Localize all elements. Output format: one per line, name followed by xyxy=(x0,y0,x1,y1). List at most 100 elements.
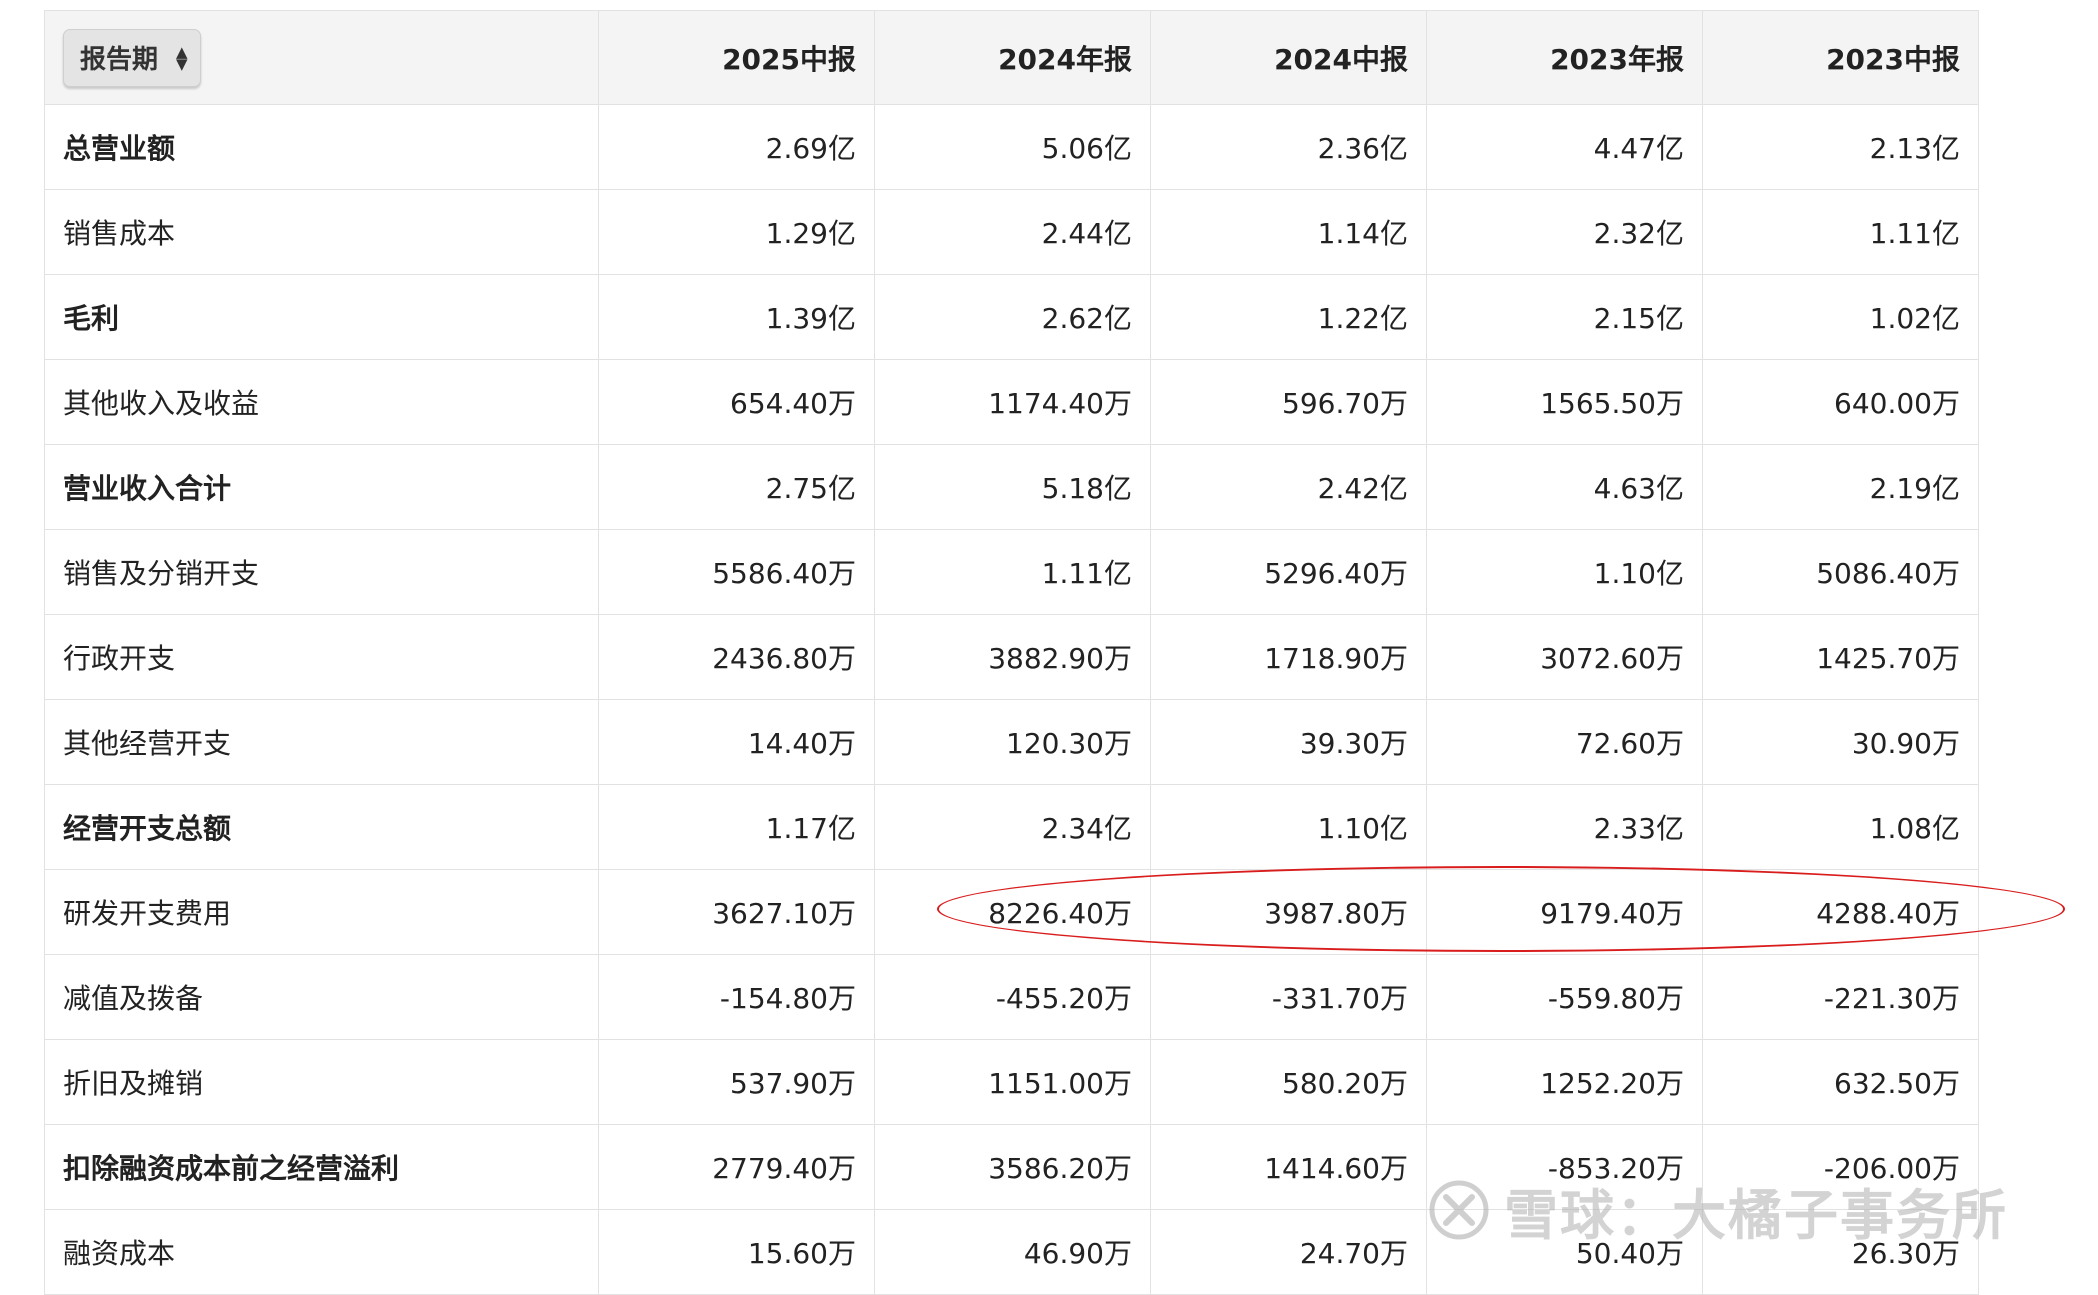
value-cell: 14.40万 xyxy=(598,699,875,785)
value-cell: 2.75亿 xyxy=(598,444,875,530)
value-cell: 50.40万 xyxy=(1426,1209,1703,1295)
value-cell: 24.70万 xyxy=(1150,1209,1427,1295)
table-body: 总营业额 2.69亿 5.06亿 2.36亿 4.47亿 2.13亿 销售成本 1.29亿 2.… xyxy=(44,104,1979,1295)
value-cell: 46.90万 xyxy=(874,1209,1151,1295)
row-label: 毛利 xyxy=(44,274,599,360)
value-cell: 9179.40万 xyxy=(1426,869,1703,955)
value-cell: 2.33亿 xyxy=(1426,784,1703,870)
table-row: 扣除融资成本前之经营溢利 2779.40万 3586.20万 1414.60万 -853… xyxy=(44,1124,1979,1210)
value-cell: 5086.40万 xyxy=(1702,529,1979,615)
value-cell: 1174.40万 xyxy=(874,359,1151,445)
income-statement-table: 报告期 ▲ ▼ 2025中报 2024年报 2024中报 2023年报 2023中… xyxy=(44,10,1979,1295)
table-row: 减值及拨备 -154.80万 -455.20万 -331.70万 -559.80万 -22… xyxy=(44,954,1979,1040)
sort-updown-icon: ▲ ▼ xyxy=(176,42,188,73)
table-row: 其他收入及收益 654.40万 1174.40万 596.70万 1565.50万 640… xyxy=(44,359,1979,445)
row-label: 营业收入合计 xyxy=(44,444,599,530)
value-cell: 1414.60万 xyxy=(1150,1124,1427,1210)
value-cell: 1.10亿 xyxy=(1426,529,1703,615)
financial-table-container: 报告期 ▲ ▼ 2025中报 2024年报 2024中报 2023年报 2023中… xyxy=(44,10,1979,1295)
column-header: 2025中报 xyxy=(598,10,875,105)
report-period-label: 报告期 xyxy=(80,45,159,75)
table-row: 融资成本 15.60万 46.90万 24.70万 50.40万 26.30万 xyxy=(44,1209,1979,1295)
value-cell: -154.80万 xyxy=(598,954,875,1040)
value-cell: 4.47亿 xyxy=(1426,104,1703,190)
table-row: 其他经营开支 14.40万 120.30万 39.30万 72.60万 30.90万 xyxy=(44,699,1979,785)
value-cell: 8226.40万 xyxy=(874,869,1151,955)
value-cell: 2.69亿 xyxy=(598,104,875,190)
row-label: 减值及拨备 xyxy=(44,954,599,1040)
value-cell: 2.15亿 xyxy=(1426,274,1703,360)
value-cell: 5586.40万 xyxy=(598,529,875,615)
report-period-select[interactable]: 报告期 ▲ ▼ xyxy=(63,28,201,87)
value-cell: 2.32亿 xyxy=(1426,189,1703,275)
value-cell: 5.18亿 xyxy=(874,444,1151,530)
value-cell: 1151.00万 xyxy=(874,1039,1151,1125)
row-label: 折旧及摊销 xyxy=(44,1039,599,1125)
row-label: 总营业额 xyxy=(44,104,599,190)
value-cell: 1.11亿 xyxy=(1702,189,1979,275)
table-row: 营业收入合计 2.75亿 5.18亿 2.42亿 4.63亿 2.19亿 xyxy=(44,444,1979,530)
value-cell: 1252.20万 xyxy=(1426,1039,1703,1125)
value-cell: 1.22亿 xyxy=(1150,274,1427,360)
column-header: 2023中报 xyxy=(1702,10,1979,105)
table-row: 销售成本 1.29亿 2.44亿 1.14亿 2.32亿 1.11亿 xyxy=(44,189,1979,275)
value-cell: 580.20万 xyxy=(1150,1039,1427,1125)
row-label: 研发开支费用 xyxy=(44,869,599,955)
value-cell: 1565.50万 xyxy=(1426,359,1703,445)
value-cell: -559.80万 xyxy=(1426,954,1703,1040)
value-cell: 1425.70万 xyxy=(1702,614,1979,700)
value-cell: 640.00万 xyxy=(1702,359,1979,445)
value-cell: 5296.40万 xyxy=(1150,529,1427,615)
table-row: 折旧及摊销 537.90万 1151.00万 580.20万 1252.20万 632.5… xyxy=(44,1039,1979,1125)
value-cell: 2.19亿 xyxy=(1702,444,1979,530)
column-header: 2024中报 xyxy=(1150,10,1427,105)
value-cell: -455.20万 xyxy=(874,954,1151,1040)
value-cell: 15.60万 xyxy=(598,1209,875,1295)
value-cell: 3882.90万 xyxy=(874,614,1151,700)
column-header: 2024年报 xyxy=(874,10,1151,105)
column-header: 2023年报 xyxy=(1426,10,1703,105)
row-label: 融资成本 xyxy=(44,1209,599,1295)
table-row: 研发开支费用 3627.10万 8226.40万 3987.80万 9179.40万 42… xyxy=(44,869,1979,955)
row-label: 其他收入及收益 xyxy=(44,359,599,445)
value-cell: 1.39亿 xyxy=(598,274,875,360)
row-label: 其他经营开支 xyxy=(44,699,599,785)
value-cell: 4288.40万 xyxy=(1702,869,1979,955)
value-cell: 2.34亿 xyxy=(874,784,1151,870)
value-cell: 2.13亿 xyxy=(1702,104,1979,190)
value-cell: 120.30万 xyxy=(874,699,1151,785)
value-cell: 537.90万 xyxy=(598,1039,875,1125)
value-cell: 39.30万 xyxy=(1150,699,1427,785)
value-cell: 1.17亿 xyxy=(598,784,875,870)
value-cell: 1.08亿 xyxy=(1702,784,1979,870)
value-cell: 3072.60万 xyxy=(1426,614,1703,700)
value-cell: -331.70万 xyxy=(1150,954,1427,1040)
value-cell: 72.60万 xyxy=(1426,699,1703,785)
row-label: 扣除融资成本前之经营溢利 xyxy=(44,1124,599,1210)
value-cell: 1.02亿 xyxy=(1702,274,1979,360)
value-cell: 4.63亿 xyxy=(1426,444,1703,530)
value-cell: 654.40万 xyxy=(598,359,875,445)
value-cell: -206.00万 xyxy=(1702,1124,1979,1210)
table-row: 销售及分销开支 5586.40万 1.11亿 5296.40万 1.10亿 5086.40… xyxy=(44,529,1979,615)
value-cell: -853.20万 xyxy=(1426,1124,1703,1210)
value-cell: 3586.20万 xyxy=(874,1124,1151,1210)
value-cell: 596.70万 xyxy=(1150,359,1427,445)
table-row: 经营开支总额 1.17亿 2.34亿 1.10亿 2.33亿 1.08亿 xyxy=(44,784,1979,870)
table-row: 行政开支 2436.80万 3882.90万 1718.90万 3072.60万 1425… xyxy=(44,614,1979,700)
value-cell: 1.29亿 xyxy=(598,189,875,275)
table-header-row: 报告期 ▲ ▼ 2025中报 2024年报 2024中报 2023年报 2023中… xyxy=(44,10,1979,105)
row-label: 经营开支总额 xyxy=(44,784,599,870)
table-row: 总营业额 2.69亿 5.06亿 2.36亿 4.47亿 2.13亿 xyxy=(44,104,1979,190)
value-cell: 3987.80万 xyxy=(1150,869,1427,955)
value-cell: 2.62亿 xyxy=(874,274,1151,360)
table-row: 毛利 1.39亿 2.62亿 1.22亿 2.15亿 1.02亿 xyxy=(44,274,1979,360)
value-cell: 26.30万 xyxy=(1702,1209,1979,1295)
value-cell: 1.14亿 xyxy=(1150,189,1427,275)
row-label: 销售及分销开支 xyxy=(44,529,599,615)
value-cell: 2.44亿 xyxy=(874,189,1151,275)
value-cell: 2.42亿 xyxy=(1150,444,1427,530)
value-cell: 5.06亿 xyxy=(874,104,1151,190)
value-cell: 2436.80万 xyxy=(598,614,875,700)
value-cell: 3627.10万 xyxy=(598,869,875,955)
